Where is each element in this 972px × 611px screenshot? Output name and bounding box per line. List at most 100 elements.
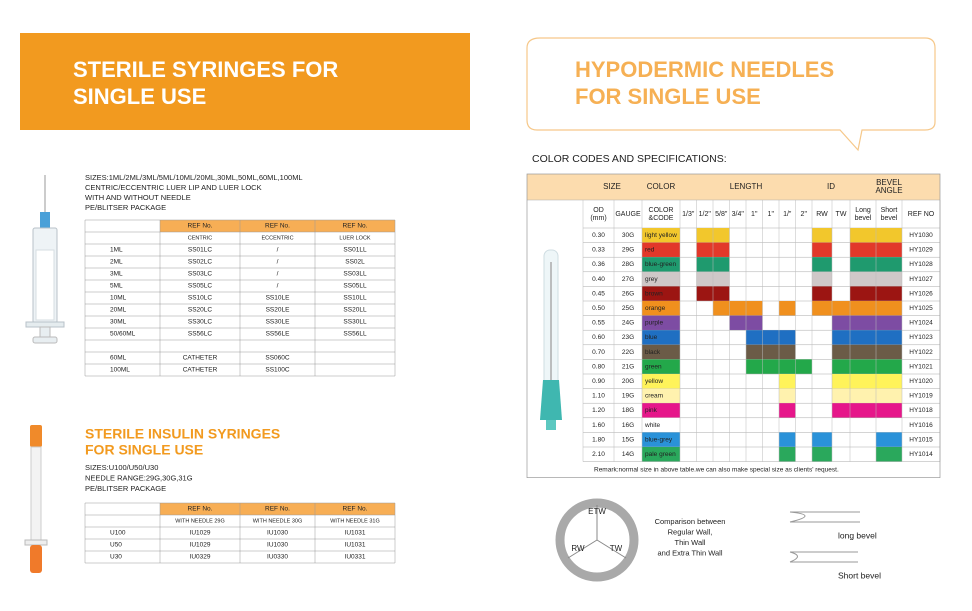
- column-header: bevel: [855, 215, 872, 222]
- table-cell: 2ML: [110, 259, 123, 266]
- color-cell: [779, 301, 796, 316]
- table-cell: SS56LE: [266, 331, 291, 338]
- table-cell: SS10LE: [266, 295, 291, 302]
- gauge-cell: 30G: [622, 232, 634, 239]
- od-cell: 0.36: [592, 261, 605, 268]
- color-cell: [876, 432, 902, 447]
- gauge-cell: 28G: [622, 261, 634, 268]
- color-cell: [850, 271, 876, 287]
- color-swatch: [642, 315, 680, 331]
- color-swatch: [642, 403, 680, 418]
- color-cell: [876, 374, 902, 389]
- color-cell: [812, 257, 832, 272]
- color-cell: [850, 301, 876, 316]
- od-cell: 0.40: [592, 276, 605, 283]
- section-title: HYPODERMIC NEEDLES: [575, 57, 834, 82]
- subheader-cell: WITH NEEDLE 30G: [253, 518, 303, 524]
- table-cell: IU1031: [345, 542, 366, 549]
- table-cell: SS30LL: [343, 319, 367, 326]
- color-swatch: [642, 432, 680, 447]
- gauge-cell: 19G: [622, 393, 634, 400]
- table-cell: 100ML: [110, 367, 130, 374]
- od-cell: 2.10: [592, 451, 605, 458]
- od-cell: 1.60: [592, 422, 605, 429]
- table-cell: /: [277, 259, 279, 266]
- column-header: Long: [855, 207, 871, 214]
- wall-label: TW: [610, 544, 623, 553]
- table-border: [526, 173, 941, 478]
- table-cell: IU1030: [267, 530, 288, 537]
- wall-label: ETW: [588, 507, 606, 516]
- table-cell: SS20LC: [188, 307, 213, 314]
- color-cell: [795, 359, 812, 374]
- ref-cell: HY1022: [909, 349, 933, 356]
- color-cell: [762, 330, 779, 345]
- color-cell: [779, 330, 796, 345]
- color-cell: [832, 403, 850, 418]
- insulin-syringe-illustration: [24, 425, 48, 573]
- color-swatch: [642, 286, 680, 301]
- ref-cell: HY1026: [909, 290, 933, 297]
- section-title: STERILE SYRINGES FOR: [73, 57, 338, 82]
- table-cell: U50: [110, 542, 122, 549]
- gauge-cell: 23G: [622, 334, 634, 341]
- color-cell: [729, 301, 746, 316]
- subheader-cell: ECCENTRIC: [261, 235, 293, 241]
- bevel-illustration: [789, 511, 860, 563]
- ref-cell: HY1016: [909, 422, 933, 429]
- color-cell: [876, 388, 902, 404]
- column-header: COLOR: [649, 207, 674, 214]
- color-cell: [779, 359, 796, 374]
- title-banner: [20, 33, 470, 130]
- od-cell: 1.80: [592, 436, 605, 443]
- column-header: 1/": [783, 211, 792, 218]
- section-title: FOR SINGLE USE: [575, 84, 761, 109]
- column-header: OD: [593, 207, 604, 214]
- table-cell: SS02LC: [188, 259, 213, 266]
- table-cell: 30ML: [110, 319, 127, 326]
- column-header: 1/2": [699, 211, 712, 218]
- color-cell: [832, 344, 850, 360]
- section-title: FOR SINGLE USE: [85, 442, 203, 458]
- color-cell: [713, 257, 730, 272]
- color-cell: [832, 330, 850, 345]
- color-code-cell: blue: [645, 334, 658, 341]
- gauge-cell: 29G: [622, 247, 634, 254]
- speech-bubble: [526, 37, 936, 152]
- table-header: [160, 503, 395, 515]
- table-cell: SS01LC: [188, 247, 213, 254]
- color-cell: [746, 359, 763, 374]
- group-header: SIZE: [603, 182, 621, 191]
- gauge-cell: 16G: [622, 422, 634, 429]
- color-cell: [812, 301, 832, 316]
- color-cell: [850, 242, 876, 258]
- color-cell: [850, 315, 876, 331]
- color-cell: [696, 228, 713, 243]
- color-cell: [876, 344, 902, 360]
- od-cell: 0.45: [592, 290, 605, 297]
- gauge-cell: 21G: [622, 363, 634, 370]
- color-cell: [850, 344, 876, 360]
- table-cell: SS02L: [345, 259, 365, 266]
- table-cell: U30: [110, 554, 122, 561]
- gauge-cell: 25G: [622, 305, 634, 312]
- spec-line: PE/BLITSER PACKAGE: [85, 203, 166, 212]
- column-header: bevel: [881, 215, 898, 222]
- table-cell: 1ML: [110, 247, 123, 254]
- color-cell: [850, 228, 876, 243]
- color-cell: [876, 447, 902, 462]
- header-cell: REF No.: [343, 506, 368, 513]
- table-cell: SS060C: [265, 355, 290, 362]
- od-cell: 0.55: [592, 320, 605, 327]
- color-cell: [876, 271, 902, 287]
- color-code-cell: green: [645, 363, 662, 370]
- table-cell: SS30LE: [266, 319, 291, 326]
- group-header: COLOR: [647, 182, 676, 191]
- column-header: 1": [768, 211, 775, 218]
- column-header: 5/8": [715, 211, 728, 218]
- ref-cell: HY1023: [909, 334, 933, 341]
- table-cell: 60ML: [110, 355, 127, 362]
- color-cell: [779, 447, 796, 462]
- color-cell: [779, 344, 796, 360]
- ref-cell: HY1027: [909, 276, 933, 283]
